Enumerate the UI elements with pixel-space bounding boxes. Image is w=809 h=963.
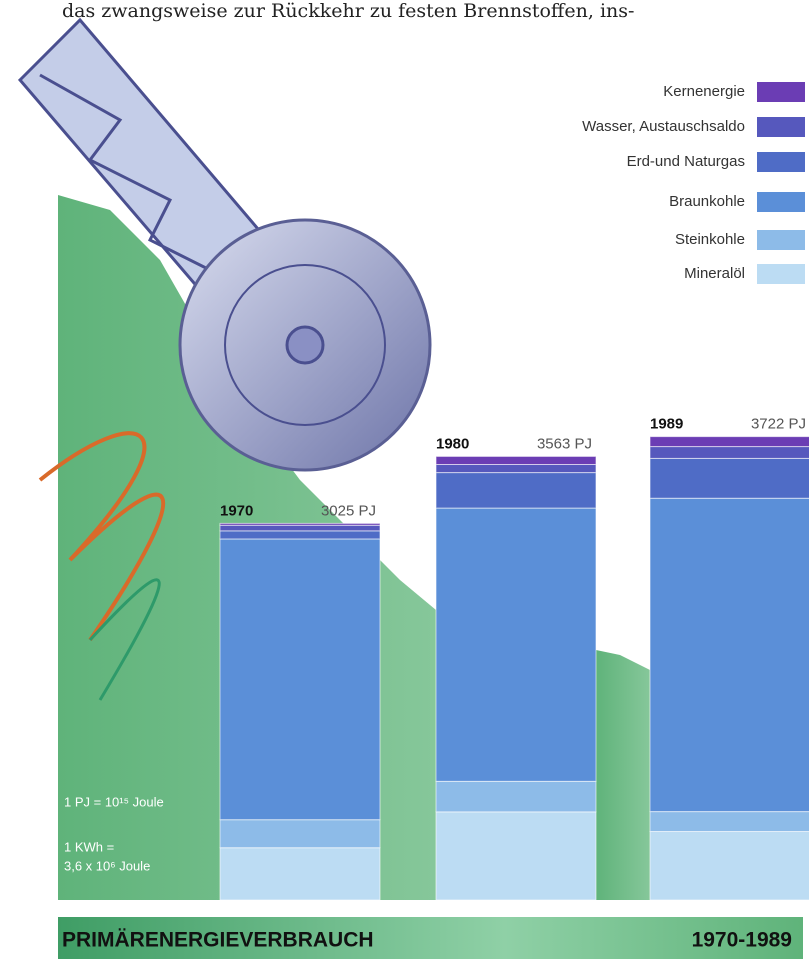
legend-swatch	[757, 230, 805, 250]
chart-subtitle: 1970-1989	[692, 929, 792, 952]
bar-segment	[219, 538, 381, 821]
chart-title: PRIMÄRENERGIEVERBRAUCH	[62, 929, 374, 952]
note: 3,6 x 10⁶ Joule	[64, 858, 150, 873]
legend-swatch	[757, 152, 805, 172]
note: 1 KWh =	[64, 839, 114, 854]
legend-label: Kernenergie	[663, 83, 745, 100]
bar-segment	[219, 524, 381, 532]
note: 1 PJ = 10¹⁵ Joule	[64, 794, 164, 809]
year-label: 1989	[650, 416, 683, 433]
bar-segment	[649, 446, 809, 459]
legend-swatch	[757, 264, 805, 284]
total-label: 3563 PJ	[537, 435, 592, 452]
legend-swatch	[757, 192, 805, 212]
legend-swatch	[757, 82, 805, 102]
legend-swatch	[757, 117, 805, 137]
legend-label: Braunkohle	[669, 193, 745, 210]
total-label: 3722 PJ	[751, 416, 806, 433]
bar-segment	[649, 811, 809, 833]
legend-label: Erd-und Naturgas	[627, 153, 745, 170]
bar-segment	[435, 455, 597, 465]
bar-segment	[435, 780, 597, 813]
bar-segment	[219, 847, 381, 901]
intro-text: das zwangsweise zur Rückkehr zu festen B…	[62, 0, 634, 22]
title-band	[58, 917, 803, 959]
legend-label: Mineralöl	[684, 265, 745, 282]
bar-segment	[435, 811, 597, 901]
year-label: 1980	[436, 435, 469, 452]
bar-segment	[649, 831, 809, 901]
bar-segment	[435, 472, 597, 509]
bar-segment	[435, 463, 597, 474]
hill	[596, 650, 650, 900]
bar-segment	[649, 457, 809, 499]
legend-label: Steinkohle	[675, 231, 745, 248]
bar-segment	[435, 507, 597, 782]
bar-segment	[649, 497, 809, 813]
total-label: 3025 PJ	[321, 502, 376, 519]
bar-segment	[649, 436, 809, 448]
legend-label: Wasser, Austauschsaldo	[582, 118, 745, 135]
bar-segment	[219, 530, 381, 540]
year-label: 1970	[220, 502, 253, 519]
bar-segment	[219, 522, 381, 526]
bar-segment	[219, 819, 381, 849]
excavator-illustration	[17, 17, 432, 701]
